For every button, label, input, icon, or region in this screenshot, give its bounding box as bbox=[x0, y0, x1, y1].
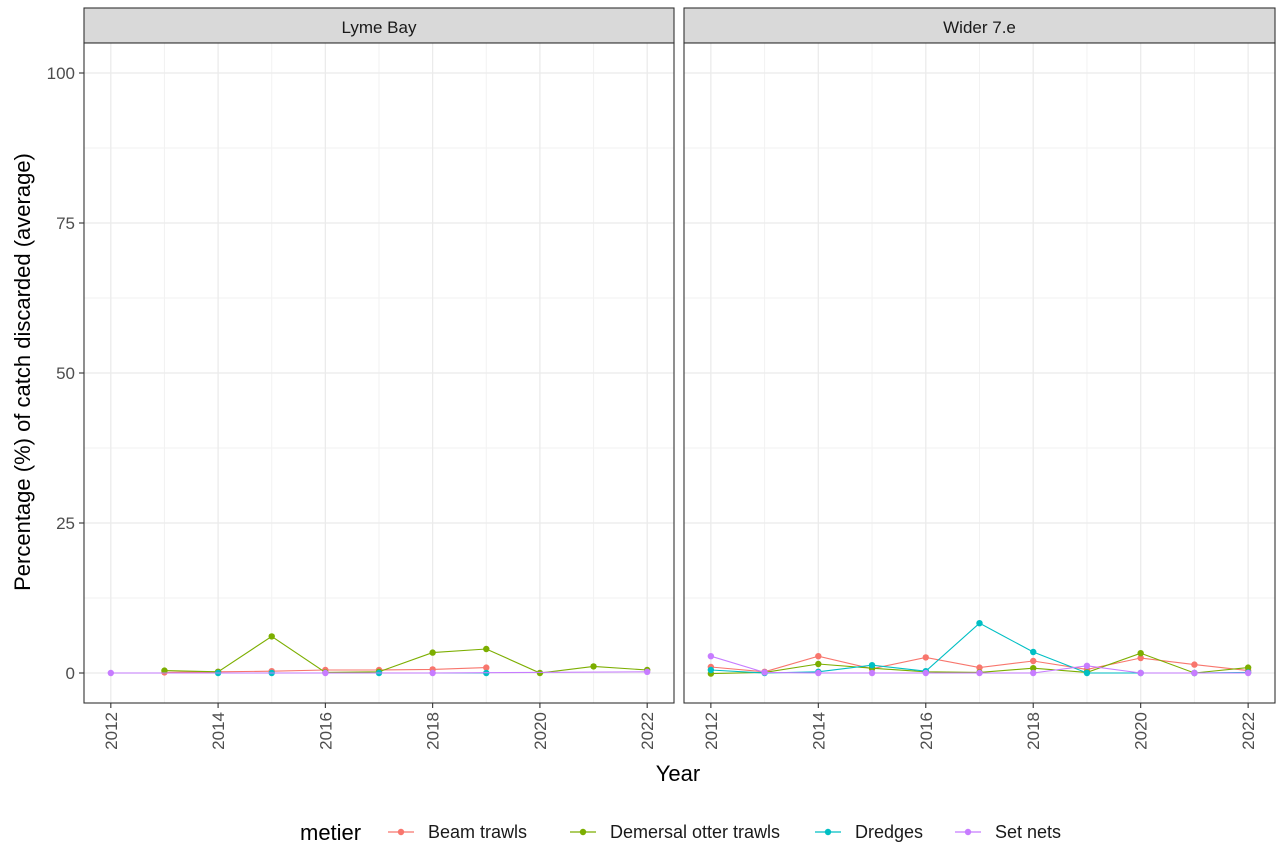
legend-entry-beam-trawls: Beam trawls bbox=[388, 822, 527, 842]
legend-title: metier bbox=[300, 820, 361, 845]
data-point-beam-trawls bbox=[1191, 661, 1198, 668]
data-point-set-nets bbox=[976, 669, 983, 677]
data-point-dredges bbox=[1083, 669, 1091, 677]
series-line-demersal-otter-trawls bbox=[164, 635, 648, 674]
y-tick-label: 0 bbox=[66, 664, 75, 683]
data-point-set-nets bbox=[1030, 669, 1037, 677]
data-point-beam-trawls bbox=[1030, 657, 1037, 665]
y-tick-label: 50 bbox=[56, 364, 75, 383]
data-point-demersal-otter-trawls bbox=[590, 663, 597, 670]
legend-key-point bbox=[579, 828, 587, 836]
panel-lyme-bay: Lyme Bay 2012 2014 2016 2018 2020 2022 0 25 50 75 1… bbox=[47, 7, 675, 750]
panels: Lyme Bay 2012 2014 2016 2018 2020 2022 0 25 50 75 1… bbox=[47, 7, 1276, 750]
data-point-set-nets bbox=[761, 669, 768, 676]
x-tick-label: 2016 bbox=[917, 712, 936, 750]
legend-entry-demersal-otter-trawls: Demersal otter trawls bbox=[570, 822, 780, 842]
x-tick-label: 2012 bbox=[702, 712, 721, 750]
legend-entry-set-nets: Set nets bbox=[955, 822, 1061, 842]
y-axis-title: Percentage (%) of catch discarded (avera… bbox=[10, 153, 35, 591]
data-point-set-nets bbox=[1191, 669, 1198, 677]
data-point-set-nets bbox=[643, 668, 651, 675]
legend-label: Demersal otter trawls bbox=[610, 822, 780, 842]
legend: metier Beam trawls Demersal otter trawls D… bbox=[300, 820, 1061, 845]
data-point-set-nets bbox=[922, 669, 929, 677]
x-tick-label: 2020 bbox=[1132, 712, 1151, 750]
legend-key-point bbox=[824, 828, 832, 836]
legend-key-point bbox=[964, 828, 972, 836]
data-point-set-nets bbox=[815, 669, 822, 677]
data-point-set-nets bbox=[1083, 662, 1091, 669]
legend-label: Beam trawls bbox=[428, 822, 527, 842]
data-point-demersal-otter-trawls bbox=[1030, 665, 1037, 672]
data-point-set-nets bbox=[868, 669, 876, 677]
facet-strip-label: Wider 7.e bbox=[943, 18, 1016, 37]
x-tick-label: 2016 bbox=[316, 712, 335, 750]
data-point-demersal-otter-trawls bbox=[815, 660, 822, 668]
legend-key-point bbox=[397, 828, 405, 836]
x-tick-label: 2022 bbox=[638, 712, 657, 750]
data-point-demersal-otter-trawls bbox=[1244, 664, 1252, 671]
x-tick-label: 2020 bbox=[531, 712, 550, 750]
legend-entry-dredges: Dredges bbox=[815, 822, 923, 842]
data-point-set-nets bbox=[707, 653, 715, 660]
panel-border bbox=[683, 42, 1276, 704]
data-point-set-nets bbox=[429, 669, 436, 677]
legend-label: Set nets bbox=[995, 822, 1061, 842]
x-tick-label: 2014 bbox=[209, 712, 228, 750]
data-point-demersal-otter-trawls bbox=[268, 633, 275, 640]
facet-strip bbox=[83, 7, 675, 44]
facet-strip-label: Lyme Bay bbox=[342, 18, 417, 37]
data-point-beam-trawls bbox=[976, 664, 983, 671]
x-tick-label: 2012 bbox=[102, 712, 121, 750]
x-tick-label: 2018 bbox=[1024, 712, 1043, 750]
data-point-demersal-otter-trawls bbox=[161, 667, 168, 674]
data-point-demersal-otter-trawls bbox=[1137, 650, 1144, 657]
data-point-set-nets bbox=[1137, 669, 1144, 677]
data-point-beam-trawls bbox=[1137, 654, 1144, 662]
data-point-demersal-otter-trawls bbox=[536, 669, 544, 677]
data-point-set-nets bbox=[1244, 669, 1252, 677]
data-point-dredges bbox=[1030, 648, 1037, 656]
data-point-dredges bbox=[976, 620, 983, 627]
data-point-beam-trawls bbox=[815, 653, 822, 660]
y-tick-label: 75 bbox=[56, 214, 75, 233]
x-tick-label: 2018 bbox=[424, 712, 443, 750]
data-point-demersal-otter-trawls bbox=[429, 649, 436, 656]
x-axis-title: Year bbox=[656, 761, 700, 786]
legend-label: Dredges bbox=[855, 822, 923, 842]
data-point-beam-trawls bbox=[922, 654, 929, 661]
data-point-beam-trawls bbox=[483, 664, 490, 671]
y-tick-label: 25 bbox=[56, 514, 75, 533]
data-point-dredges bbox=[868, 662, 876, 669]
data-point-dredges bbox=[707, 666, 715, 674]
data-point-set-nets bbox=[107, 669, 115, 677]
panel-wider-7-e: Wider 7.e 2012 2014 2016 2018 2020 2022 bbox=[683, 7, 1276, 750]
data-point-set-nets bbox=[322, 669, 329, 677]
y-tick-label: 100 bbox=[47, 64, 75, 83]
series-line-set-nets bbox=[110, 671, 648, 674]
x-tick-label: 2014 bbox=[809, 712, 828, 750]
x-tick-label: 2022 bbox=[1239, 712, 1258, 750]
data-point-demersal-otter-trawls bbox=[483, 645, 490, 653]
